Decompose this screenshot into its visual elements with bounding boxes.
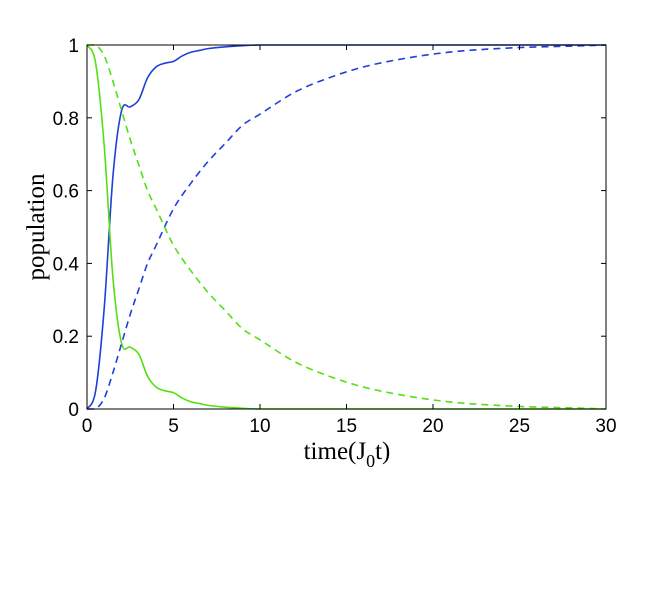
y-tick-label: 0.8 xyxy=(53,109,79,130)
series-line-green-dashed xyxy=(87,44,607,410)
x-tick-label: 0 xyxy=(82,416,93,437)
x-tick-label: 30 xyxy=(595,416,616,437)
y-axis-title: population xyxy=(23,173,50,280)
y-tick-label: 0.6 xyxy=(53,182,79,203)
x-tick-label: 5 xyxy=(168,416,179,437)
y-tick-label: 1 xyxy=(68,36,79,57)
x-axis-title-subscript: 0 xyxy=(366,451,375,471)
y-tick-label: 0.4 xyxy=(53,254,80,275)
x-tick-label: 10 xyxy=(249,416,270,437)
series-line-blue-dashed xyxy=(87,44,607,410)
x-axis-title-tail: t) xyxy=(375,438,390,465)
x-tick-label: 15 xyxy=(336,416,357,437)
series-layer xyxy=(86,44,607,410)
y-tick-label: 0.2 xyxy=(53,327,79,348)
y-tick-label: 0 xyxy=(68,400,79,421)
x-tick-label: 25 xyxy=(509,416,530,437)
x-axis-title: time(J0t) xyxy=(304,438,391,471)
x-tick-label: 20 xyxy=(422,416,443,437)
ticks-layer: 0 5 10 15 20 25 30 0 0.2 0.4 0.6 0.8 1 xyxy=(53,36,617,437)
x-axis-title-main: time(J xyxy=(304,438,367,465)
